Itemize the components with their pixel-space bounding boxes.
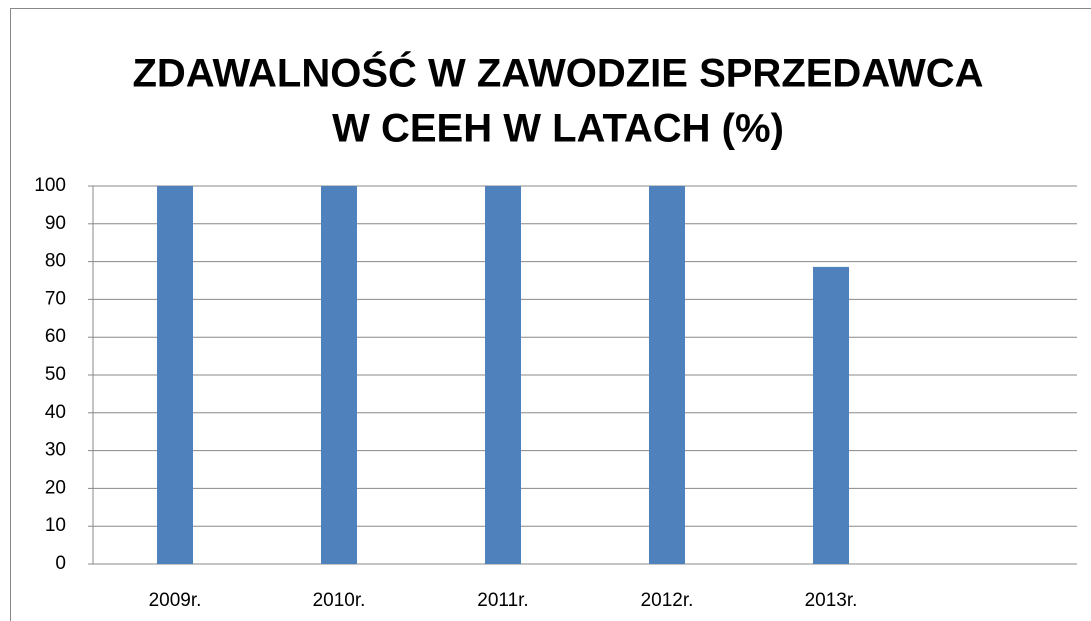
bar xyxy=(321,186,357,564)
y-tick-label: 100 xyxy=(34,175,66,196)
y-tick-label: 0 xyxy=(55,553,66,574)
x-tick-label: 2012r. xyxy=(641,590,694,611)
y-tick-label: 50 xyxy=(45,364,66,385)
y-tick-label: 90 xyxy=(45,213,66,234)
bar xyxy=(157,186,193,564)
y-tick-label: 60 xyxy=(45,326,66,347)
x-tick-label: 2010r. xyxy=(313,590,366,611)
bar xyxy=(485,186,521,564)
y-tick-label: 80 xyxy=(45,251,66,272)
x-tick-label: 2013r. xyxy=(805,590,858,611)
y-tick-label: 10 xyxy=(45,515,66,536)
y-tick-label: 30 xyxy=(45,440,66,461)
y-tick-label: 40 xyxy=(45,402,66,423)
chart-title: ZDAWALNOŚĆ W ZAWODZIE SPRZEDAWCA xyxy=(132,50,983,96)
chart-title: W CEEH W LATACH (%) xyxy=(332,107,784,151)
x-tick-label: 2011r. xyxy=(477,590,528,611)
bar xyxy=(813,266,849,564)
y-tick-label: 70 xyxy=(45,288,66,309)
y-tick-label: 20 xyxy=(45,477,66,498)
bar xyxy=(649,186,685,564)
x-tick-label: 2009r. xyxy=(149,590,202,611)
